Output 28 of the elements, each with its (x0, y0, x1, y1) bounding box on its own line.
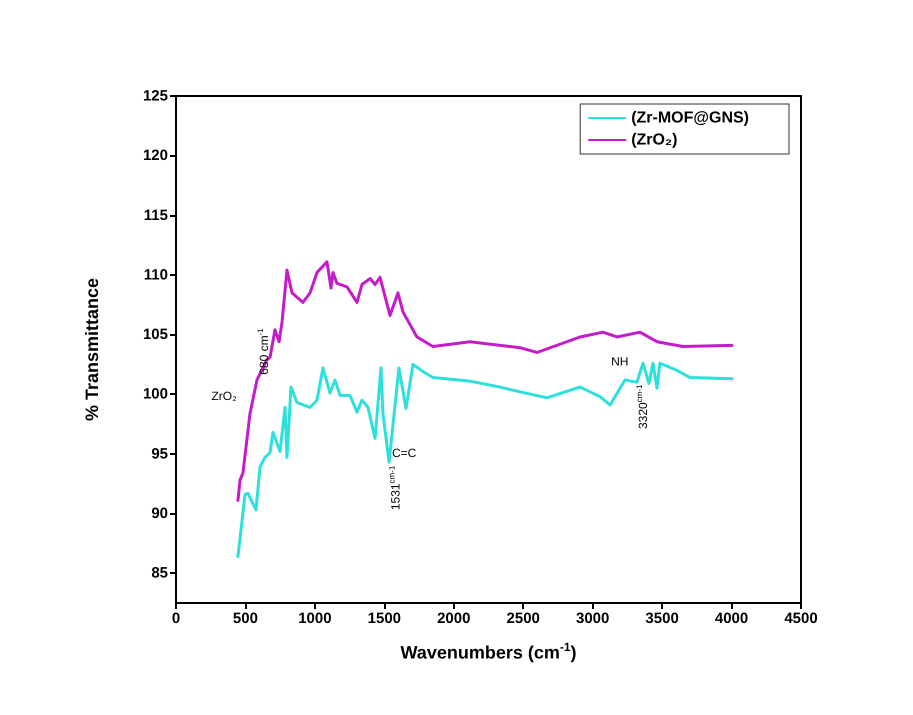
x-tick-label: 1500 (368, 610, 402, 627)
y-tick-label: 125 (142, 88, 168, 104)
y-tick-label: 105 (142, 326, 168, 344)
annotation: NH (611, 354, 628, 369)
x-tick-label: 3000 (576, 610, 610, 627)
x-tick-label: 0 (172, 610, 180, 627)
x-tick-label: 2500 (506, 610, 540, 627)
y-tick-label: 100 (142, 386, 168, 403)
legend-label: (Zr-MOF@GNS) (631, 110, 750, 126)
x-tick-label: 4000 (714, 610, 748, 627)
x-tick-label: 1000 (298, 610, 332, 627)
annotation: C=C (392, 446, 417, 460)
annotation: 680 cm-1 (256, 328, 272, 375)
x-tick-label: 4500 (784, 610, 818, 627)
y-tick-label: 110 (144, 266, 168, 284)
x-tick-label: 2000 (437, 610, 470, 627)
y-tick-label: 85 (151, 564, 168, 582)
annotation: 1531cm-1 (387, 465, 402, 510)
x-tick-label: 500 (232, 610, 258, 627)
y-tick-label: 115 (144, 206, 168, 224)
legend-label: (ZrO₂) (631, 132, 678, 148)
y-tick-label: 95 (151, 445, 168, 462)
x-tick-label: 3500 (645, 610, 679, 627)
y-axis-title: % Transmittance (82, 278, 102, 422)
annotation: ZrO₂ (211, 389, 238, 404)
annotation: 3320cm-1 (634, 384, 650, 430)
y-tick-label: 90 (151, 505, 168, 522)
y-tick-label: 120 (142, 147, 168, 164)
